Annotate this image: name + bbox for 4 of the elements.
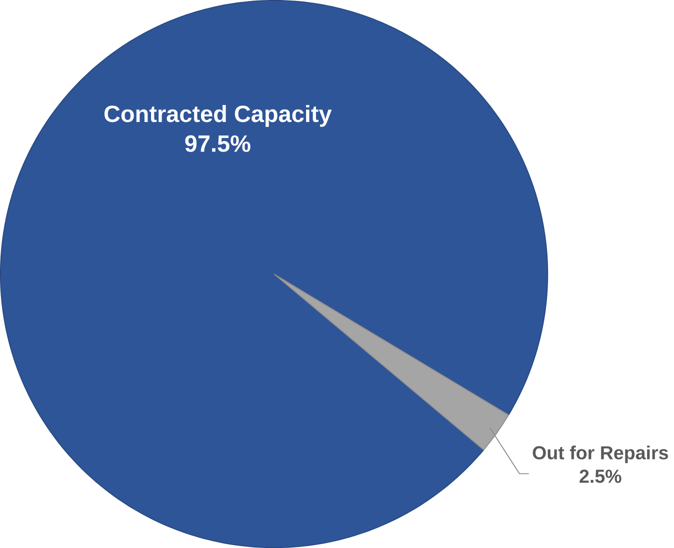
data-label: 97.5%	[185, 135, 250, 152]
data-label: 2.5%	[580, 470, 622, 483]
slice-label: Contracted Capacity	[104, 104, 332, 127]
slice-label: Out for Repairs	[532, 446, 668, 464]
